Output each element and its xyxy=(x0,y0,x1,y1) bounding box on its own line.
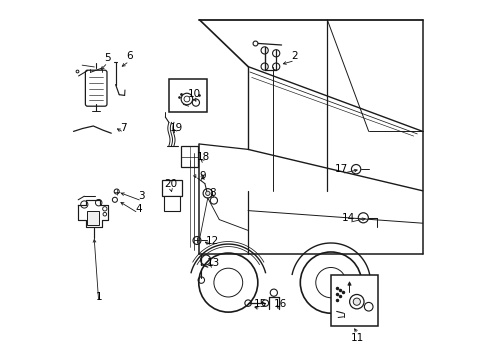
FancyBboxPatch shape xyxy=(85,70,107,106)
Text: 6: 6 xyxy=(126,51,132,61)
Bar xyxy=(162,180,181,196)
Text: 19: 19 xyxy=(169,123,183,133)
Text: 1: 1 xyxy=(95,292,102,302)
Bar xyxy=(168,79,206,112)
Text: 3: 3 xyxy=(138,191,145,201)
Text: 16: 16 xyxy=(273,299,286,309)
Bar xyxy=(163,196,179,211)
Text: 5: 5 xyxy=(104,53,111,63)
Text: 4: 4 xyxy=(135,204,142,214)
Text: 12: 12 xyxy=(205,236,218,246)
Bar xyxy=(87,211,99,225)
Circle shape xyxy=(205,191,209,195)
Text: 8: 8 xyxy=(208,188,215,198)
Text: 13: 13 xyxy=(207,258,220,268)
Text: 15: 15 xyxy=(254,299,267,309)
Circle shape xyxy=(352,298,360,305)
Text: 2: 2 xyxy=(291,51,298,61)
Bar xyxy=(330,275,377,326)
Text: 18: 18 xyxy=(196,152,209,162)
Text: 14: 14 xyxy=(342,213,355,223)
Text: 9: 9 xyxy=(200,171,206,181)
Text: 7: 7 xyxy=(121,123,127,133)
Bar xyxy=(181,146,197,167)
Text: 17: 17 xyxy=(334,164,347,174)
Text: 10: 10 xyxy=(187,89,200,99)
Text: 11: 11 xyxy=(350,333,364,343)
Text: 20: 20 xyxy=(164,179,177,189)
